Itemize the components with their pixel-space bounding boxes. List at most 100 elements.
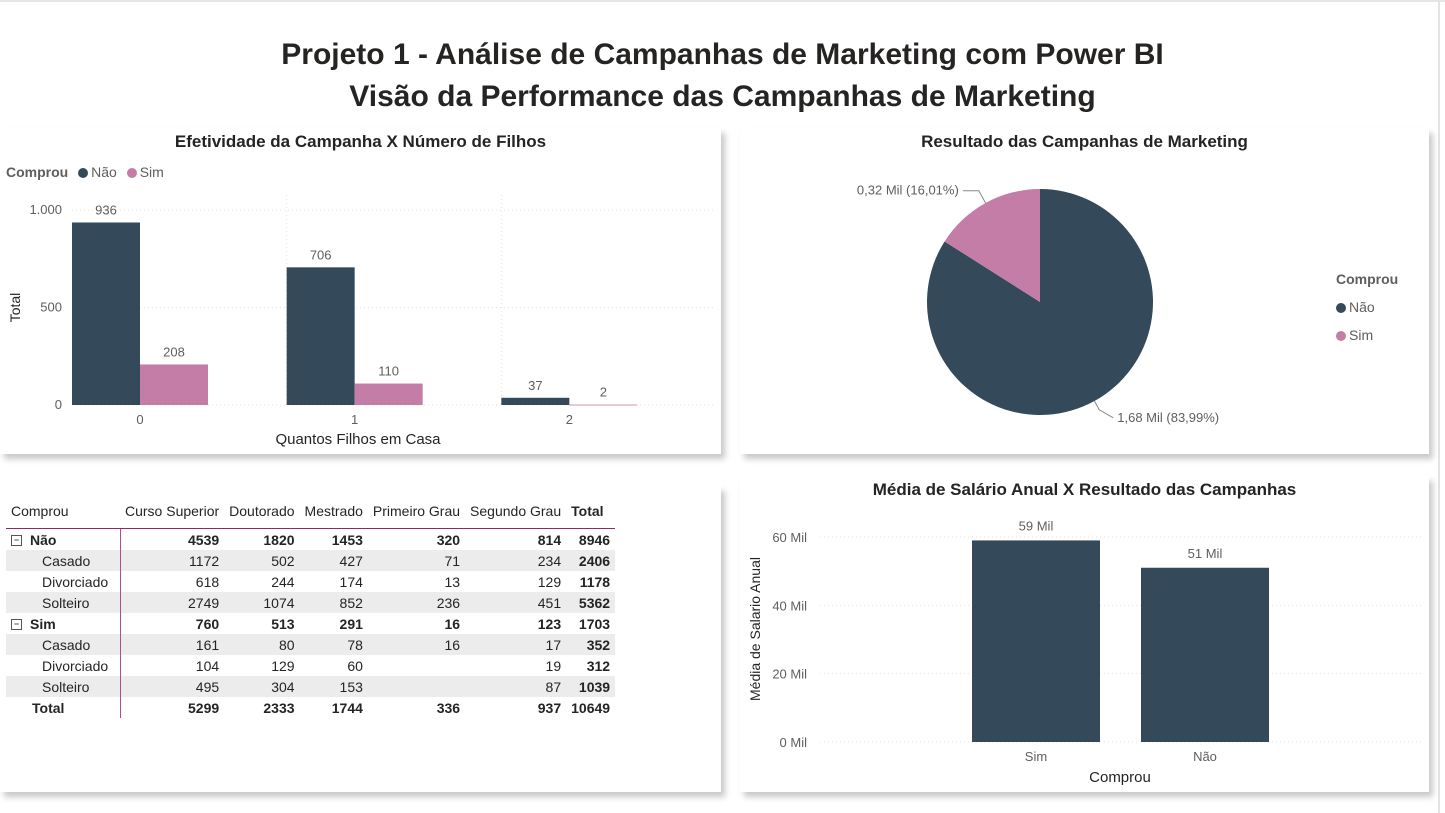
matrix-row-header: Casado: [6, 550, 121, 571]
matrix-cell: 495: [120, 676, 225, 697]
matrix-column-header[interactable]: Doutorado: [224, 494, 300, 529]
matrix-cell: 502: [224, 550, 300, 571]
matrix-row-header: Total: [6, 697, 121, 718]
matrix-row-header: Casado: [6, 634, 121, 655]
matrix-cell: 16: [444, 615, 461, 632]
matrix-cell: 852: [299, 592, 368, 613]
bar-sim-2: [569, 404, 638, 406]
collapse-icon[interactable]: −: [11, 535, 22, 547]
matrix-cell: 129: [271, 657, 295, 674]
matrix-row-header[interactable]: − Não: [6, 528, 121, 550]
matrix-cell: 1172: [120, 550, 225, 571]
matrix-row: Total 5299 2333 1744 336 937 10649: [6, 697, 615, 718]
right-border: [1438, 0, 1440, 813]
matrix-cell: 80: [224, 634, 300, 655]
matrix-row-label: Casado: [42, 552, 91, 569]
matrix-cell: 5299: [188, 699, 220, 716]
y-tick-label: 40 Mil: [772, 598, 807, 613]
matrix-cell: 760: [195, 615, 220, 632]
matrix-cell: 304: [224, 676, 300, 697]
chart-card-resultado[interactable]: Resultado das Campanhas de Marketing 1,6…: [740, 128, 1429, 454]
matrix-row-label: Casado: [42, 636, 91, 653]
matrix-cell: 427: [299, 550, 368, 571]
matrix-cell: 1744: [331, 699, 363, 716]
y-tick-label: 0 Mil: [780, 735, 808, 750]
matrix-column-header[interactable]: Total: [566, 494, 616, 529]
chart-card-salario[interactable]: Média de Salário Anual X Resultado das C…: [740, 476, 1429, 792]
matrix-cell: 17: [465, 634, 567, 655]
matrix-row-label: Solteiro: [42, 594, 90, 611]
legend-filhos: Comprou Não Sim: [6, 164, 164, 180]
x-tick-label: Sim: [1025, 749, 1047, 764]
chart-title-resultado: Resultado das Campanhas de Marketing: [921, 132, 1248, 151]
collapse-icon[interactable]: −: [11, 619, 22, 631]
matrix-row: − Sim 760 513 291 16 123 1703: [6, 613, 615, 634]
pie-slice-sim: [944, 189, 1040, 302]
chart-card-filhos[interactable]: Efetividade da Campanha X Número de Filh…: [0, 128, 721, 454]
legend-item-nao: Não: [1336, 293, 1398, 321]
matrix-cell: 312: [586, 657, 611, 674]
y-axis-title: Média de Salario Anual: [747, 557, 763, 701]
legend-resultado: Comprou Não Sim: [1336, 265, 1398, 349]
matrix-cell: 352: [566, 634, 616, 655]
bar-nao: [1141, 567, 1269, 742]
matrix-column-header[interactable]: Mestrado: [299, 494, 368, 529]
matrix-table: Comprou Curso Superior Doutorado Mestrado P…: [6, 494, 616, 718]
matrix-cell: 291: [339, 615, 363, 632]
matrix-cell: 78: [299, 634, 368, 655]
y-tick-label: 500: [40, 300, 62, 315]
bar-sim-0: [140, 364, 208, 405]
leader-line: [1094, 400, 1114, 419]
bar-sim-1: [354, 383, 423, 405]
matrix-cell: 87: [465, 676, 567, 697]
matrix-row: Solteiro 2749 1074 852 236 451 5362: [6, 592, 616, 613]
matrix-row-label: Sim: [30, 615, 56, 632]
matrix-cell: 320: [436, 531, 461, 548]
matrix-cell: 1820: [263, 531, 295, 548]
top-border: [0, 0, 1445, 2]
matrix-column-header[interactable]: Curso Superior: [120, 494, 225, 529]
matrix-cell: 234: [465, 550, 567, 571]
matrix-row-header: Solteiro: [6, 676, 121, 697]
matrix-cell: 451: [465, 592, 567, 613]
matrix-row-header: Divorciado: [6, 571, 121, 592]
legend-dot-nao: [78, 168, 89, 179]
matrix-cell: 174: [339, 573, 363, 590]
matrix-column-header[interactable]: Primeiro Grau: [367, 494, 466, 529]
matrix-row: Casado 161 80 78 16 17 352: [6, 634, 616, 655]
x-tick-label: 0: [136, 412, 143, 427]
matrix-row: Solteiro 495 304 153 87 1039: [6, 676, 616, 697]
matrix-cell: 937: [537, 699, 562, 716]
y-axis-title: Total: [7, 293, 23, 323]
data-label: 59 Mil: [1019, 518, 1054, 533]
y-tick-label: 60 Mil: [772, 530, 807, 545]
matrix-cell: 1703: [578, 615, 611, 632]
matrix-row: Divorciado 618 244 174 13 129 1178: [6, 571, 615, 592]
legend-item-sim: Sim: [1336, 321, 1398, 349]
chart-title-salario: Média de Salário Anual X Resultado das C…: [872, 480, 1297, 499]
x-axis-title: Quantos Filhos em Casa: [275, 431, 441, 448]
matrix-cell: 19: [545, 657, 562, 674]
matrix-cell: 104: [195, 657, 220, 674]
matrix-column-header[interactable]: Segundo Grau: [465, 494, 567, 529]
matrix-cell: 814: [537, 531, 562, 548]
legend-dot-nao: [1336, 303, 1346, 314]
y-tick-label: 0: [55, 397, 62, 412]
matrix-card[interactable]: Comprou Curso Superior Doutorado Mestrado P…: [0, 486, 721, 792]
bar-nao-2: [501, 397, 570, 405]
matrix-cell: 10649: [571, 699, 611, 716]
matrix-cell: 236: [367, 592, 466, 613]
matrix-row-header[interactable]: − Sim: [6, 613, 121, 634]
matrix-row-label: Não: [30, 531, 57, 548]
bar-sim: [972, 540, 1100, 742]
matrix-corner-header: Comprou: [6, 494, 120, 529]
matrix-cell: 618: [195, 573, 220, 590]
matrix-row-header: Divorciado: [6, 655, 121, 676]
matrix-cell: 4539: [188, 531, 220, 548]
matrix-row-label: Divorciado: [42, 573, 109, 590]
x-tick-label: 2: [566, 412, 573, 427]
legend-label-nao: Não: [91, 164, 117, 180]
matrix-cell: 16: [367, 634, 466, 655]
pie-data-label-nao: 1,68 Mil (83,99%): [1117, 410, 1219, 425]
matrix-cell: 2749: [120, 592, 225, 613]
